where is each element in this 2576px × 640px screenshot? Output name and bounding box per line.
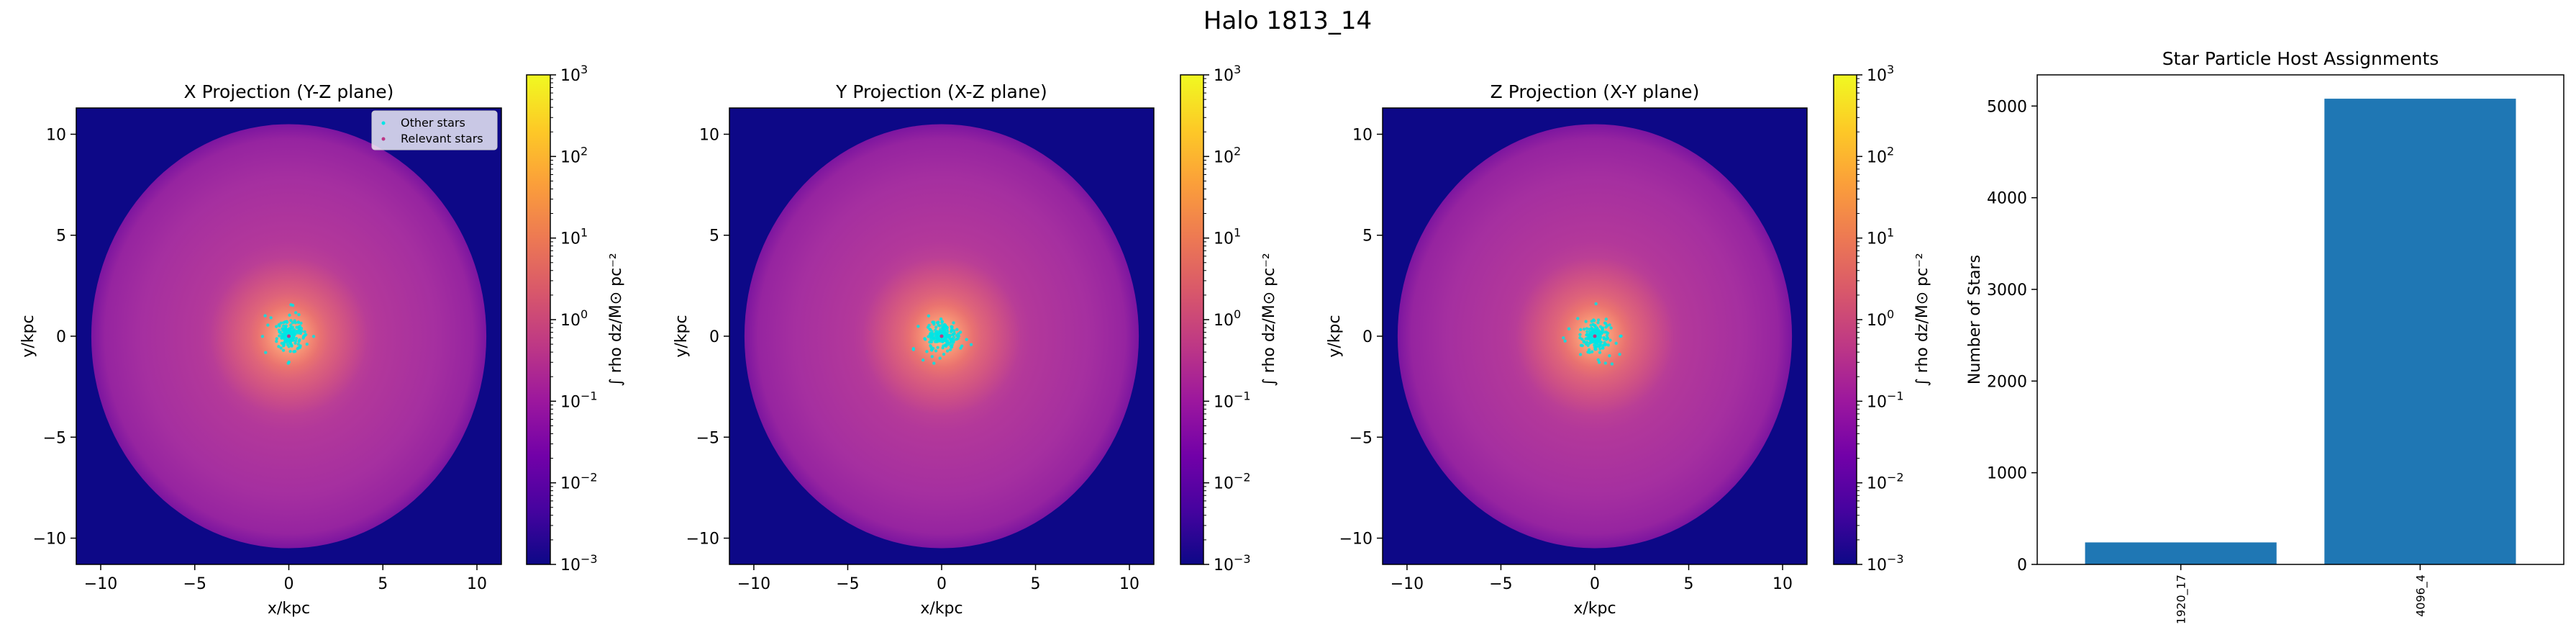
y-tick-label: 1000: [1987, 465, 2027, 483]
y-tick-label: −5: [43, 429, 66, 447]
x-tick-label: 5: [1031, 575, 1041, 593]
y-tick-label: 3000: [1987, 281, 2027, 299]
y-tick-label: −5: [1350, 429, 1373, 447]
colorbar-tick-label: 100: [1867, 307, 1894, 330]
y-axis-label: y/kpc: [19, 315, 37, 357]
x-tick-label: 4096_4: [2413, 574, 2428, 617]
colorbar-label: ∫ rho dz/M⊙ pc⁻²: [607, 253, 625, 386]
bar-1920_17: [2085, 542, 2277, 564]
x-tick-label: −5: [836, 575, 859, 593]
x-tick-label: 0: [284, 575, 294, 593]
y-tick-label: 5: [1362, 227, 1373, 245]
colorbar-tick-label: 10−2: [1867, 471, 1904, 493]
panel-title: Star Particle Host Assignments: [2162, 48, 2439, 69]
y-tick-label: 4000: [1987, 190, 2027, 208]
colorbar-tick-label: 102: [1214, 144, 1241, 166]
colorbar: 103 102 101 100 10−1 10−2 10−3 ∫ rho dz/M⊙ pc⁻²: [526, 63, 625, 574]
x-axis-label: x/kpc: [1573, 600, 1616, 618]
colorbar-tick-label: 10−1: [1867, 389, 1904, 411]
y-tick-label: −5: [696, 429, 719, 447]
bar-chart-panel: 0 1000 2000 3000 4000 5000 1920_17 4096_4 Star P…: [1966, 48, 2564, 624]
y-tick-label: 10: [1352, 126, 1373, 144]
colorbar-gradient: [1180, 74, 1204, 565]
colorbar-tick-label: 102: [1867, 144, 1894, 166]
relevant-star-marker: [1593, 334, 1597, 338]
colorbar-tick-label: 101: [1214, 226, 1241, 248]
colorbar-tick-label: 100: [560, 307, 588, 330]
y-tick-label: −10: [33, 531, 66, 549]
colorbar-tick-label: 10−3: [1214, 552, 1251, 574]
colorbar-tick-label: 10−1: [1214, 389, 1251, 411]
colorbar-tick-label: 103: [560, 63, 588, 85]
y-tick-label: −10: [686, 531, 719, 549]
y-tick-label: 0: [56, 328, 66, 346]
y-tick-label: 0: [709, 328, 719, 346]
relevant-star-marker: [939, 334, 944, 338]
y-tick-label: −10: [1339, 531, 1373, 549]
y-axis-label: y/kpc: [1326, 315, 1344, 357]
x-axis-label: x/kpc: [268, 600, 310, 618]
figure-title: Halo 1813_14: [1203, 6, 1372, 35]
colorbar-tick-label: 10−3: [1867, 552, 1904, 574]
colorbar-tick-label: 103: [1214, 63, 1241, 85]
x-tick-label: 0: [1590, 575, 1600, 593]
x-tick-label: 10: [467, 575, 487, 593]
x-tick-label: −5: [1489, 575, 1512, 593]
legend-label: Relevant stars: [401, 132, 483, 145]
y-tick-label: 5000: [1987, 98, 2027, 116]
y-tick-label: 0: [2017, 556, 2027, 574]
x-tick-label: 0: [937, 575, 947, 593]
colorbar-tick-label: 100: [1214, 307, 1241, 330]
colorbar-gradient: [526, 74, 551, 565]
panel-title: X Projection (Y-Z plane): [184, 81, 394, 102]
x-tick-label: −10: [84, 575, 117, 593]
x-tick-label: 1920_17: [2175, 574, 2189, 624]
colorbar-gradient: [1833, 74, 1857, 565]
colorbar-tick-label: 101: [1867, 226, 1894, 248]
x-tick-label: −10: [1391, 575, 1424, 593]
legend-label: Other stars: [401, 116, 465, 130]
colorbar-label: ∫ rho dz/M⊙ pc⁻²: [1913, 253, 1931, 386]
colorbar-tick-label: 103: [1867, 63, 1894, 85]
y-tick-label: 5: [709, 227, 719, 245]
colorbar-label: ∫ rho dz/M⊙ pc⁻²: [1260, 253, 1278, 386]
axes-frame: [2036, 74, 2564, 565]
colorbar: 103 102 101 100 10−1 10−2 10−3 ∫ rho dz/M⊙ pc⁻²: [1833, 63, 1931, 574]
legend-marker: [381, 137, 386, 141]
panel-title: Y Projection (X-Z plane): [835, 81, 1047, 102]
colorbar: 103 102 101 100 10−1 10−2 10−3 ∫ rho dz/M⊙ pc⁻²: [1180, 63, 1278, 574]
x-tick-label: 10: [1772, 575, 1793, 593]
legend: Other stars Relevant stars: [371, 110, 498, 150]
projection-panel-2: −10 −10 −5 −5 0 0 5 5 10 10 Y Projection (X-Z plan…: [673, 63, 1278, 618]
colorbar-tick-label: 10−2: [1214, 471, 1251, 493]
colorbar-tick-label: 10−3: [560, 552, 598, 574]
bar-4096_4: [2324, 99, 2516, 564]
y-tick-label: 10: [46, 126, 66, 144]
colorbar-tick-label: 101: [560, 226, 588, 248]
y-tick-label: 2000: [1987, 373, 2027, 391]
x-tick-label: −10: [737, 575, 770, 593]
x-tick-label: −5: [183, 575, 206, 593]
x-tick-label: 5: [1684, 575, 1694, 593]
colorbar-tick-label: 10−1: [560, 389, 598, 411]
y-tick-label: 10: [699, 126, 719, 144]
colorbar-tick-label: 102: [560, 144, 588, 166]
y-tick-label: 5: [56, 227, 66, 245]
legend-box: [371, 110, 498, 150]
y-axis-label: y/kpc: [673, 315, 691, 357]
panel-title: Z Projection (X-Y plane): [1490, 81, 1700, 102]
relevant-star-marker: [287, 334, 291, 338]
projection-panel-1: −10 −10 −5 −5 0 0 5 5 10 10 X Projection (Y-Z plan…: [19, 63, 625, 618]
projection-panel-3: −10 −10 −5 −5 0 0 5 5 10 10 Z Projection (X-Y plan…: [1326, 63, 1931, 618]
x-tick-label: 10: [1119, 575, 1139, 593]
x-tick-label: 5: [378, 575, 388, 593]
y-tick-label: 0: [1362, 328, 1373, 346]
legend-marker: [381, 121, 386, 125]
x-axis-label: x/kpc: [920, 600, 962, 618]
y-axis-label: Number of Stars: [1966, 255, 1984, 384]
colorbar-tick-label: 10−2: [560, 471, 598, 493]
